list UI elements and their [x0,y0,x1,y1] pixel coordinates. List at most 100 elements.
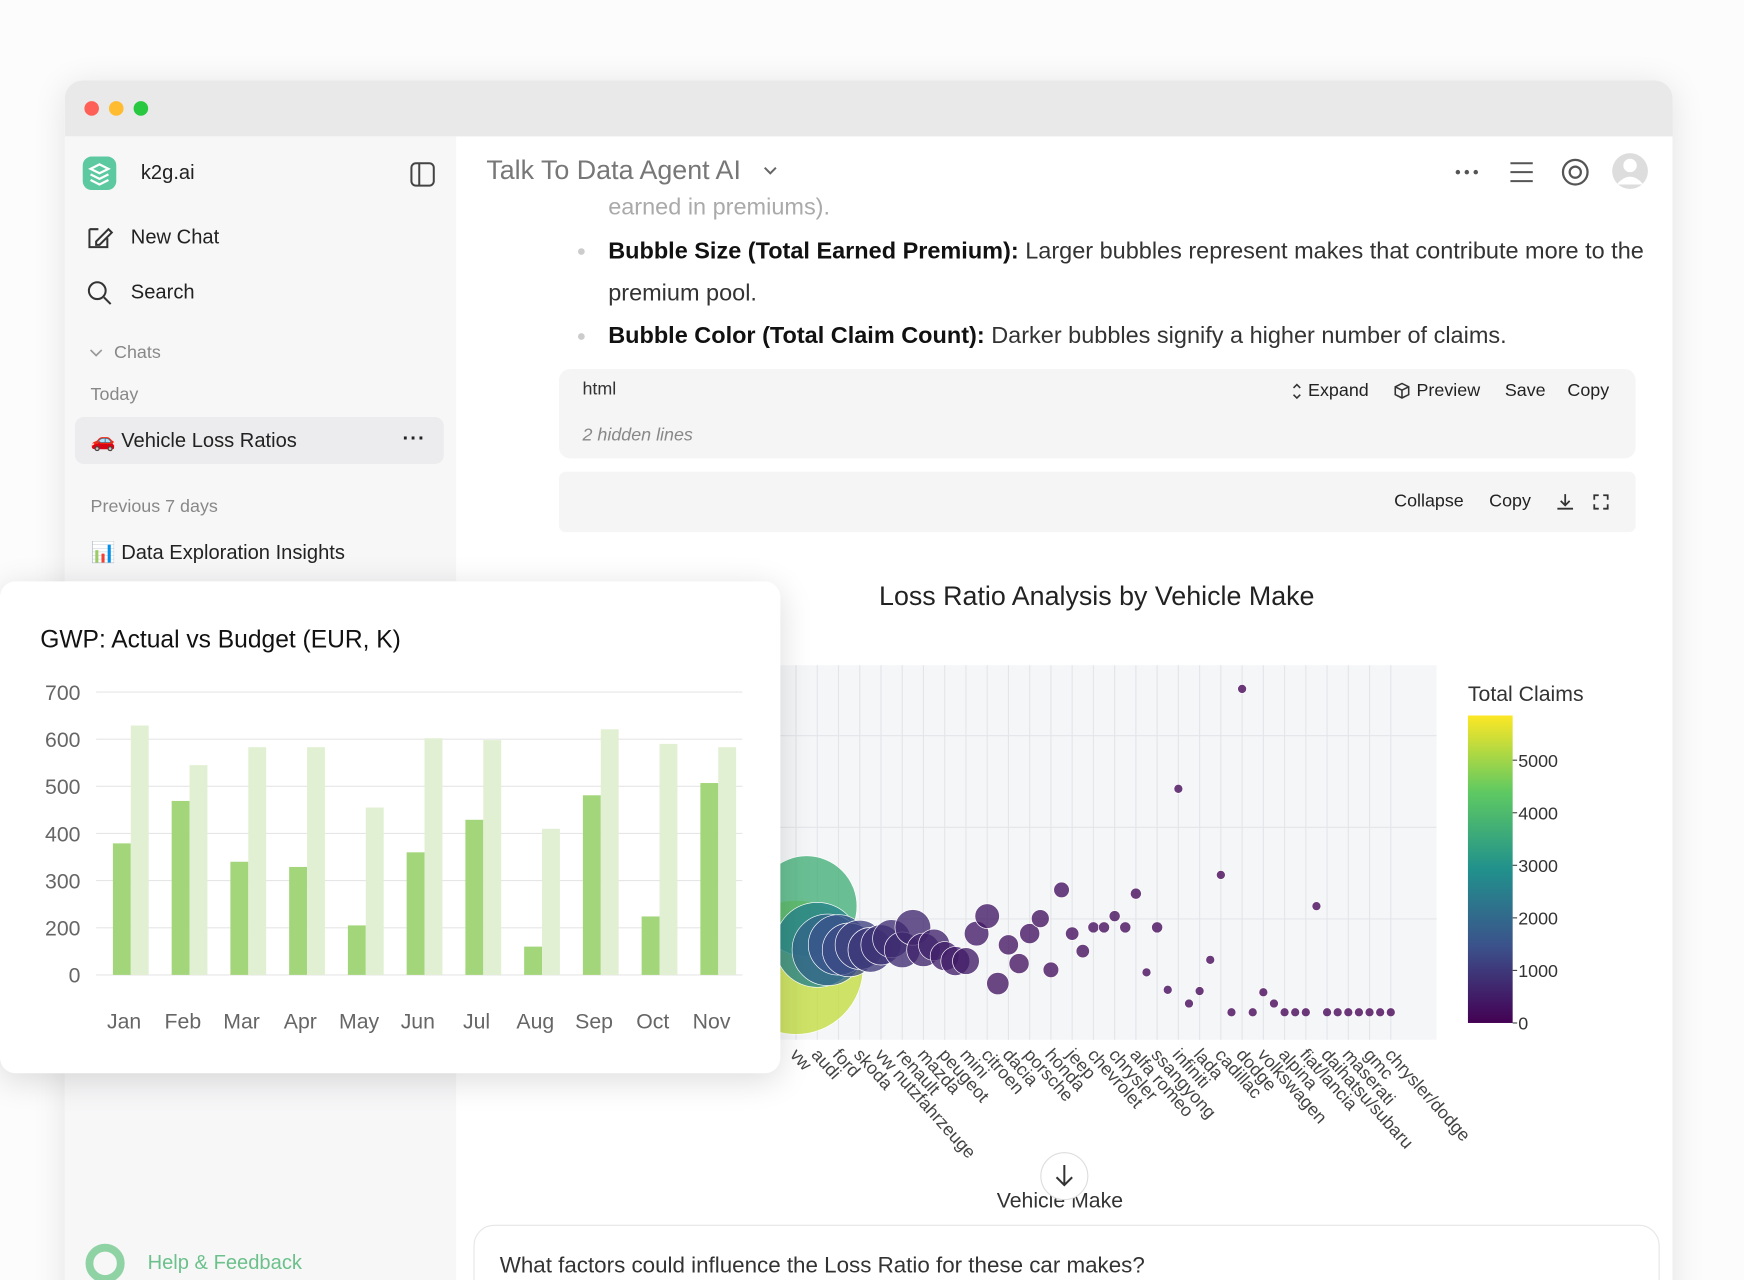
y-tick-label: 300 [45,869,80,893]
bubble [1053,881,1070,899]
x-tick-label: Oct [636,1010,669,1034]
new-chat[interactable]: New Chat [130,225,220,249]
bubble [1194,986,1205,996]
code-block [559,368,1636,459]
fullscreen-icon[interactable] [1593,494,1609,510]
bubble [1364,1007,1375,1018]
download-icon[interactable] [1557,494,1574,510]
close-button[interactable] [84,101,99,116]
chats-chevron[interactable] [89,349,103,357]
copy-button[interactable]: Copy [1567,381,1610,401]
colorbar [1467,715,1513,1023]
bar [347,925,366,975]
chat-item[interactable]: 🚗 Vehicle Loss Ratios [90,429,297,452]
help-feedback[interactable]: Help & Feedback [147,1251,302,1274]
brand: k2g.ai [140,160,195,184]
bullet-text: Larger bubbles represent makes that cont… [608,238,1644,307]
agent-dropdown-chevron[interactable] [764,166,777,175]
bubble [1279,1007,1290,1018]
bubble [1290,1007,1301,1018]
bubble [1098,921,1110,934]
copy-button[interactable]: Copy [1489,491,1531,511]
y-tick-label: 500 [45,775,80,799]
bubble [1354,1007,1364,1018]
bubble [1343,1007,1354,1018]
y-tick-label: 700 [45,681,80,705]
support-icon-inner [1568,165,1582,179]
bubble [1173,783,1184,794]
bullet-text: Darker bubbles signify a higher number o… [984,323,1507,349]
preview-icon [1394,382,1410,399]
zoom-button[interactable] [133,101,149,116]
bar [112,843,131,975]
agent-title[interactable]: Talk To Data Agent AI [486,155,741,186]
colorbar-tick-label: 5000 [1518,751,1558,771]
bar [641,916,660,975]
settings-icon[interactable] [1510,162,1533,183]
collapse-button[interactable]: Collapse [1394,491,1464,511]
bubble [1311,901,1322,911]
bubble [1184,998,1194,1009]
bar [524,946,543,975]
bar [424,738,443,975]
search[interactable]: Search [130,280,195,303]
bar [465,819,484,975]
bubble [1075,944,1090,959]
followup-question[interactable]: What factors could influence the Loss Ra… [499,1253,1145,1278]
bubble [1119,921,1132,934]
help-icon[interactable] [85,1243,125,1280]
bar-chart-card: GWP: Actual vs Budget (EUR, K) 0 200 300 400… [0,581,781,1074]
chats-heading[interactable]: Chats [114,343,161,363]
bubble [1108,910,1121,923]
colorbar-tick-label: 0 [1518,1014,1528,1034]
support-icon[interactable] [1561,158,1589,186]
bubble [974,903,1000,929]
new-chat-icon[interactable] [88,227,114,249]
bubble [1322,1007,1332,1018]
today-heading: Today [90,385,139,405]
save-button[interactable]: Save [1504,381,1546,401]
bar [171,800,190,975]
bubble [998,934,1019,956]
chat-item-menu[interactable]: ··· [402,427,426,450]
bubble [1008,953,1030,974]
hidden-lines[interactable]: 2 hidden lines [582,425,693,445]
sidebar-toggle[interactable] [410,162,435,187]
bar [406,852,425,975]
bubble [1332,1007,1343,1018]
bar [542,828,560,975]
bar [582,795,601,975]
chat-item[interactable]: 📊 Data Exploration Insights [90,541,345,564]
bubble [1162,984,1173,995]
bar [659,743,678,975]
search-icon[interactable] [87,281,107,301]
chart-title: GWP: Actual vs Budget (EUR, K) [40,626,401,653]
bubble [952,947,980,975]
bar [248,747,267,975]
search-icon-handle [103,296,112,305]
bubble [1385,1007,1396,1018]
bubble [1237,684,1247,694]
bubble [1151,921,1164,934]
bubble [1141,967,1152,978]
y-tick-label: 600 [45,728,80,752]
expand-button[interactable]: Expand [1308,381,1369,401]
colorbar-title: Total Claims [1468,682,1584,706]
bubble [1031,909,1050,928]
bar-chart: GWP: Actual vs Budget (EUR, K) 0 200 300 400… [40,626,743,1034]
x-tick-label: Jun [401,1010,435,1034]
more-menu-icon[interactable] [1455,169,1478,175]
bullet-dot [578,248,585,255]
bubble [986,972,1010,996]
selected-chat-bg[interactable] [74,417,444,464]
y-tick-label: 0 [69,964,81,988]
input-box[interactable] [473,1224,1660,1280]
preview-button[interactable]: Preview [1416,381,1481,401]
minimize-button[interactable] [109,101,124,116]
previous-heading: Previous 7 days [90,497,218,517]
window-controls [84,101,149,116]
bubble [1226,1007,1237,1018]
bar [307,747,325,975]
